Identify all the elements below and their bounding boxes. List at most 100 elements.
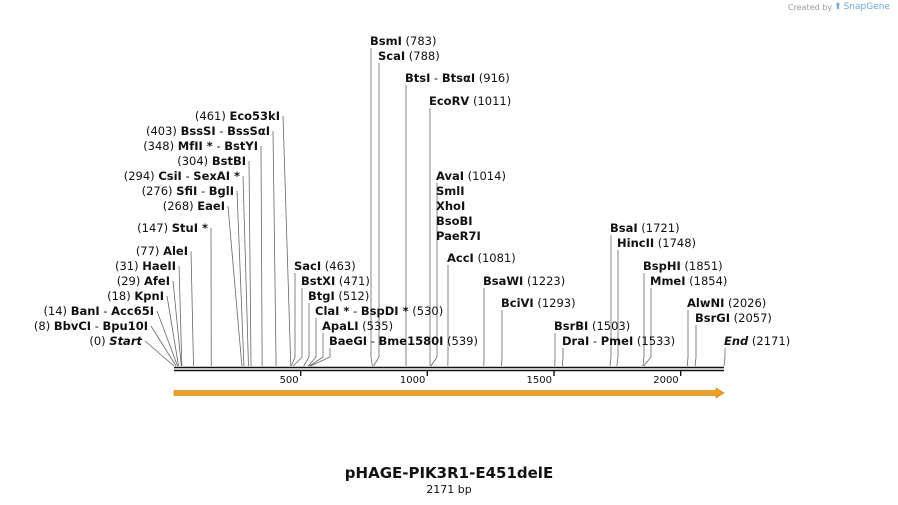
enzyme-name: BssSI (181, 124, 216, 138)
enzyme-name: AccI (447, 251, 474, 265)
enzyme-name: ScaI (378, 49, 405, 63)
leader-line (373, 63, 380, 367)
left-site-label: (461) Eco53kI (195, 109, 280, 123)
enzyme-name: ClaI * (315, 304, 349, 318)
dna-backbone (174, 366, 724, 372)
left-site-label: (403) BssSI - BssSαI (146, 124, 270, 138)
enzyme-name: PmeI (601, 334, 634, 348)
site-position: (18) (107, 289, 134, 303)
left-site-label: (29) AfeI (117, 274, 170, 288)
enzyme-name: EcoRV (429, 94, 469, 108)
site-position: (788) (405, 49, 440, 63)
left-site-label: (77) AleI (136, 244, 188, 258)
leader-line (723, 348, 726, 367)
enzyme-name: AfeI (144, 274, 170, 288)
leader-line (310, 348, 331, 367)
right-site-label: End (2171) (724, 334, 790, 348)
leader-line (156, 310, 178, 367)
right-site-label: ClaI * - BspDI * (530) (315, 304, 443, 318)
site-position: (1293) (534, 296, 576, 310)
site-position: - (182, 169, 193, 183)
right-site-label: SacI (463) (294, 259, 356, 273)
left-site-label: (268) EaeI (163, 199, 225, 213)
site-position: (348) (143, 139, 178, 153)
right-site-label: BstXI (471) (301, 274, 370, 288)
leader-line (178, 265, 183, 367)
leader-line (290, 273, 296, 367)
site-position: (783) (402, 34, 437, 48)
feature-arrow-shape (173, 387, 725, 399)
leader-line (236, 190, 245, 367)
site-position: (1223) (523, 274, 565, 288)
enzyme-name: BciVI (501, 296, 534, 310)
right-site-label: BspHI (1851) (643, 259, 723, 273)
leader-line (642, 273, 645, 367)
site-position: (463) (321, 259, 356, 273)
enzyme-name: HincII (617, 236, 654, 250)
left-site-label: (31) HaeII (115, 259, 176, 273)
right-site-label: AccI (1081) (447, 251, 516, 265)
site-position: (2026) (724, 296, 766, 310)
site-position: - (213, 139, 224, 153)
enzyme-name: End (724, 334, 749, 348)
left-site-label: (147) StuI * (137, 221, 208, 235)
enzyme-name: SacI (294, 259, 321, 273)
credit-prefix: Created by (788, 2, 833, 12)
right-site-label: EcoRV (1011) (429, 94, 511, 108)
credit-brand: SnapGene (843, 2, 890, 12)
site-position: (512) (335, 289, 370, 303)
right-site-label: DraI - PmeI (1533) (562, 334, 675, 348)
enzyme-name: DraI (562, 334, 589, 348)
leader-line (643, 288, 652, 367)
enzyme-name: BsaWI (483, 274, 523, 288)
left-site-label: (348) MfII * - BstYI (143, 139, 258, 153)
right-site-label: XhoI (436, 199, 465, 213)
site-position: (294) (124, 169, 159, 183)
enzyme-name: SfiI (176, 184, 197, 198)
site-position: (268) (163, 199, 198, 213)
enzyme-name: Bpu10I (103, 319, 148, 333)
enzyme-name: BstYI (224, 139, 258, 153)
site-position: (471) (335, 274, 370, 288)
right-site-label: BtsI - BtsαI (916) (405, 71, 510, 85)
leader-line (561, 348, 564, 367)
enzyme-name: Acc65I (111, 304, 154, 318)
leader-line (282, 115, 292, 367)
site-position: (31) (115, 259, 142, 273)
right-site-label: BsoBI (436, 214, 473, 228)
leader-line (272, 130, 277, 367)
site-position: (2057) (730, 311, 772, 325)
site-position: (29) (117, 274, 144, 288)
enzyme-name: AvaI (436, 169, 464, 183)
leader-line (172, 280, 182, 367)
leader-line (609, 235, 612, 367)
site-position: (2171) (748, 334, 790, 348)
site-position: - (430, 71, 441, 85)
plasmid-linear-map: 500 1000 1500 2000 (461) Eco53kI(403) BssSI… (34, 34, 790, 399)
leader-line (694, 325, 697, 367)
axis-tick-label: 1000 (400, 375, 425, 386)
site-position: - (197, 184, 208, 198)
site-position: - (91, 319, 102, 333)
enzyme-name: BspDI * (361, 304, 409, 318)
site-position: (535) (359, 319, 394, 333)
site-position: (1081) (474, 251, 516, 265)
enzyme-name: BtsαI (442, 71, 475, 85)
right-site-label: BsrBI (1503) (554, 319, 630, 333)
site-position: (147) (137, 221, 172, 235)
enzyme-name: BaeGI (329, 334, 367, 348)
left-site-label: (0) Start (89, 334, 142, 348)
enzyme-name: BstXI (301, 274, 335, 288)
site-position: - (367, 334, 378, 348)
site-position: (1748) (654, 236, 696, 250)
right-site-label: SmlI (436, 184, 465, 198)
right-site-label: PaeR7I (436, 229, 481, 243)
site-position: (276) (142, 184, 177, 198)
leader-line (430, 183, 438, 367)
right-site-label: ScaI (788) (378, 49, 440, 63)
enzyme-name: BsrBI (554, 319, 588, 333)
site-position: (530) (409, 304, 444, 318)
right-site-label: BtgI (512) (308, 289, 369, 303)
leader-line (303, 303, 310, 367)
snapgene-credit: Created by ⬆ SnapGene (788, 2, 890, 12)
